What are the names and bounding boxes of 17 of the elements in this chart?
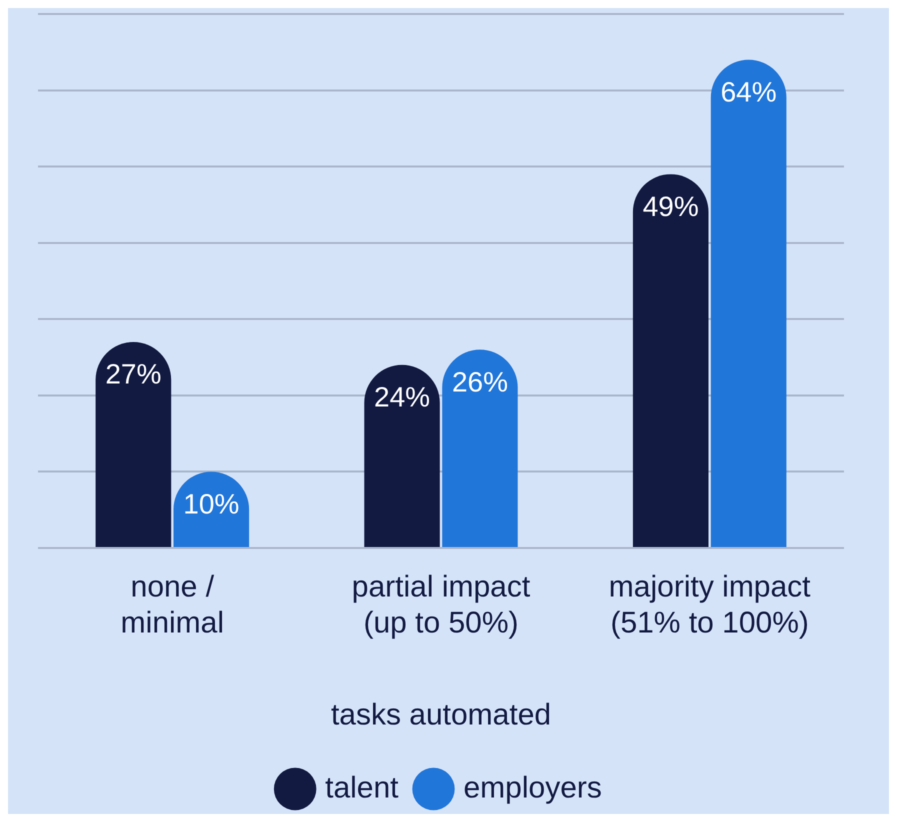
x-tick-label: none / minimal (120, 570, 224, 640)
data-label: 49% (642, 190, 699, 222)
data-label: 27% (105, 358, 162, 390)
bar (710, 60, 786, 547)
x-axis-title: tasks automated (330, 698, 552, 732)
bar (364, 364, 440, 547)
legend-label: employers (464, 771, 602, 804)
data-label: 10% (183, 488, 240, 520)
x-tick-label: majority impact (51% to 100%) (608, 570, 812, 640)
bar (96, 342, 172, 547)
bar (632, 174, 708, 547)
data-label: 64% (720, 76, 777, 108)
x-tick-label: partial impact (up to 50%) (352, 570, 531, 640)
data-label: 24% (374, 382, 430, 413)
bar (442, 350, 518, 547)
data-label: 26% (452, 366, 508, 398)
legend-label: talent (325, 771, 400, 804)
